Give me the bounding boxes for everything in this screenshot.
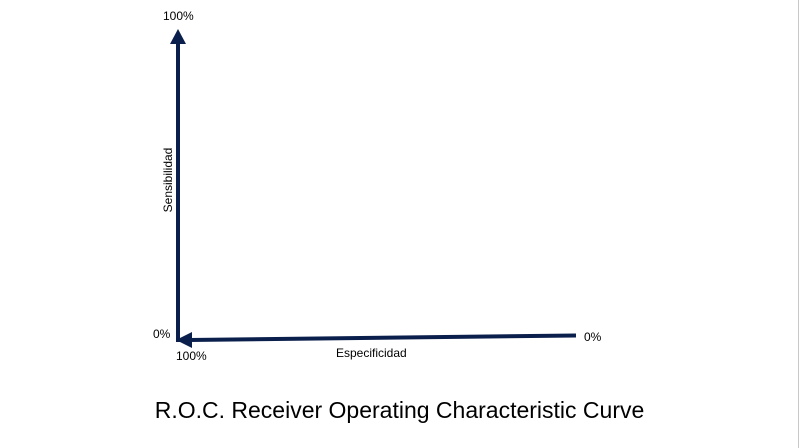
y-axis-top-value: 100%: [163, 9, 194, 23]
x-axis-right-value: 0%: [584, 330, 602, 344]
x-axis-arrowhead: [176, 332, 192, 348]
y-axis-bottom-value: 0%: [153, 327, 171, 341]
y-axis-arrowhead: [170, 29, 186, 44]
x-axis-title: Especificidad: [336, 346, 407, 360]
x-axis-line: [188, 333, 577, 342]
slide-caption: R.O.C. Receiver Operating Characteristic…: [154, 397, 645, 423]
x-axis-left-value: 100%: [176, 349, 207, 363]
y-axis-title: Sensibilidad: [161, 147, 175, 213]
